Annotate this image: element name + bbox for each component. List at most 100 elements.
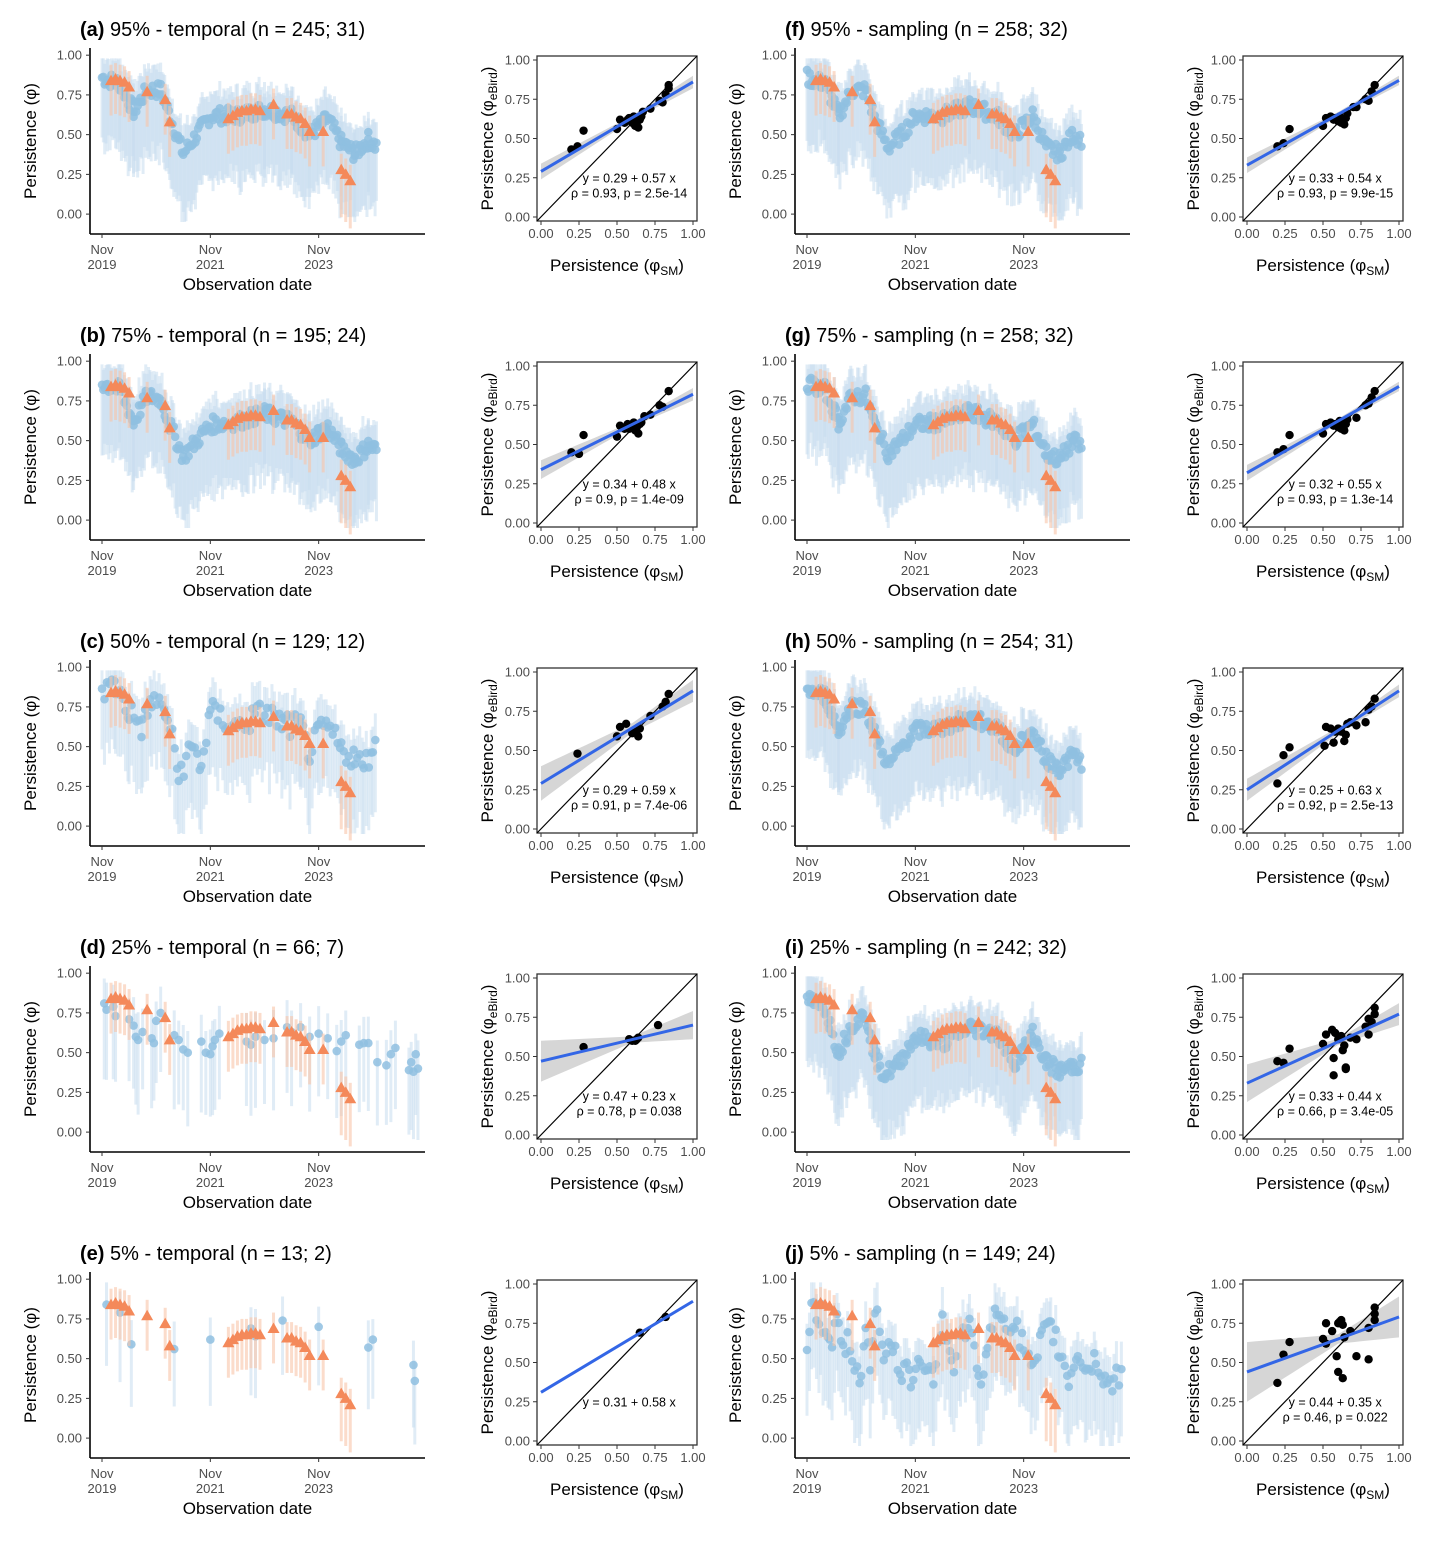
data-point — [199, 747, 209, 756]
data-point-triangle — [141, 1003, 154, 1015]
x-tick-label: 0.50 — [1310, 532, 1335, 547]
x-axis-label: Observation date — [888, 275, 1017, 294]
panel-a2: 0.00 0.25 0.50 0.75 1.00 0.00 0.25 0.50 0.75 1.00… — [478, 53, 706, 279]
panel-title: (f) 95% - sampling (n = 258; 32) — [785, 19, 1068, 41]
data-point-triangle — [828, 998, 841, 1010]
y-tick-label: 0.00 — [57, 1125, 82, 1140]
identity-line — [536, 1279, 698, 1446]
data-point — [805, 1327, 814, 1337]
data-point-triangle — [972, 710, 985, 721]
panel-d2: 0.00 0.25 0.50 0.75 1.00 0.00 0.25 0.50 0.75 1.00… — [478, 971, 706, 1197]
data-point-triangle — [1044, 1392, 1057, 1403]
y-tick-label: 0.25 — [57, 779, 82, 794]
y-tick-label: 0.00 — [505, 822, 530, 837]
data-point — [154, 693, 164, 702]
data-point — [1338, 1374, 1347, 1383]
panel-g: (g) 75% - sampling (n = 258; 32) 0.00 0.25… — [726, 325, 1130, 600]
data-point-triangle — [267, 1016, 280, 1027]
data-point-triangle — [123, 692, 136, 704]
x-tick-label: Nov 2023 — [304, 1160, 333, 1190]
data-point — [897, 1376, 907, 1386]
y-tick-label: 0.50 — [1211, 131, 1236, 146]
y-axis-label: Persistence (φ) — [726, 695, 745, 811]
data-point — [314, 1029, 323, 1038]
data-point — [1090, 1348, 1099, 1358]
x-tick-label: Nov 2023 — [1009, 854, 1038, 884]
y-tick-label: 0.25 — [762, 1085, 787, 1100]
panel-h: (h) 50% - sampling (n = 254; 31) 0.00 0.25… — [726, 631, 1130, 906]
panel-tag: (a) — [80, 19, 104, 41]
data-point — [192, 133, 202, 143]
regression-equation: y = 0.47 + 0.23 x — [583, 1089, 677, 1103]
x-tick-label: 0.75 — [1348, 1450, 1373, 1465]
x-tick-label: Nov 2021 — [196, 1160, 225, 1190]
data-point — [364, 1343, 373, 1352]
data-point-triangle — [1022, 431, 1035, 442]
data-point — [1352, 1352, 1361, 1361]
panel-title-text: 50% - temporal (n = 129; 12) — [110, 631, 365, 653]
data-point — [881, 1349, 891, 1358]
data-point — [330, 118, 339, 128]
data-point-triangle — [317, 1043, 330, 1054]
data-point — [1064, 449, 1074, 458]
y-tick-label: 0.00 — [57, 1431, 82, 1446]
data-point — [1364, 1355, 1373, 1364]
x-axis-label: Observation date — [888, 1193, 1017, 1212]
panel-a: (a) 95% - temporal (n = 245; 31) 0.00 0.25… — [21, 19, 425, 294]
data-point — [1035, 1043, 1044, 1053]
panel-title: (h) 50% - sampling (n = 254; 31) — [785, 631, 1073, 653]
data-point — [909, 1375, 918, 1385]
x-tick-label: 0.00 — [528, 1450, 553, 1465]
data-point-triangle — [163, 421, 176, 433]
data-point-triangle — [344, 1398, 357, 1410]
x-tick-label: 1.00 — [680, 838, 705, 853]
data-point — [181, 751, 191, 761]
data-point — [878, 747, 888, 757]
data-point — [906, 1382, 916, 1392]
y-tick-label: 1.00 — [57, 660, 82, 675]
y-tick-label: 0.00 — [1211, 1128, 1236, 1143]
data-point-triangle — [1022, 125, 1035, 136]
data-point — [371, 735, 380, 745]
x-tick-label: Nov 2019 — [88, 242, 117, 272]
y-tick-label: 0.00 — [505, 516, 530, 531]
x-tick-label: Nov 2019 — [88, 548, 117, 578]
data-point — [990, 1304, 1000, 1313]
identity-line — [536, 973, 698, 1140]
y-tick-label: 1.00 — [1211, 1277, 1236, 1292]
data-point-triangle — [317, 125, 330, 136]
x-axis-label: Observation date — [888, 581, 1017, 600]
data-point — [842, 404, 852, 414]
data-point-triangle — [1008, 125, 1021, 136]
data-point — [1028, 105, 1037, 114]
data-point — [1370, 1003, 1379, 1013]
data-point-triangle — [253, 1022, 266, 1034]
data-point — [634, 123, 643, 132]
sampling-series — [802, 670, 1086, 835]
y-tick-label: 1.00 — [1211, 971, 1236, 986]
data-point — [255, 699, 265, 709]
data-point — [579, 430, 588, 440]
regression-stats: ρ = 0.92, p = 2.5e-13 — [1277, 798, 1393, 812]
panel-title: (i) 25% - sampling (n = 242; 32) — [785, 937, 1067, 959]
x-tick-label: 0.75 — [642, 1450, 667, 1465]
regression-stats: ρ = 0.46, p = 0.022 — [1283, 1410, 1388, 1424]
y-tick-label: 1.00 — [57, 966, 82, 981]
data-point — [156, 1008, 165, 1018]
x-tick-label: Nov 2023 — [304, 854, 333, 884]
data-point — [344, 751, 353, 761]
y-tick-label: 0.75 — [1211, 1316, 1236, 1331]
data-point — [1029, 415, 1039, 425]
data-point-triangle — [846, 1309, 859, 1321]
data-point-triangle — [267, 404, 280, 415]
data-point-triangle — [958, 104, 971, 116]
data-point-triangle — [141, 85, 154, 97]
x-tick-label: Nov 2019 — [793, 242, 822, 272]
data-point — [976, 1380, 986, 1389]
y-tick-label: 0.25 — [57, 167, 82, 182]
data-point — [215, 1029, 224, 1038]
data-point — [1334, 1367, 1343, 1377]
y-tick-label: 0.00 — [762, 513, 787, 528]
data-point — [410, 1376, 420, 1386]
